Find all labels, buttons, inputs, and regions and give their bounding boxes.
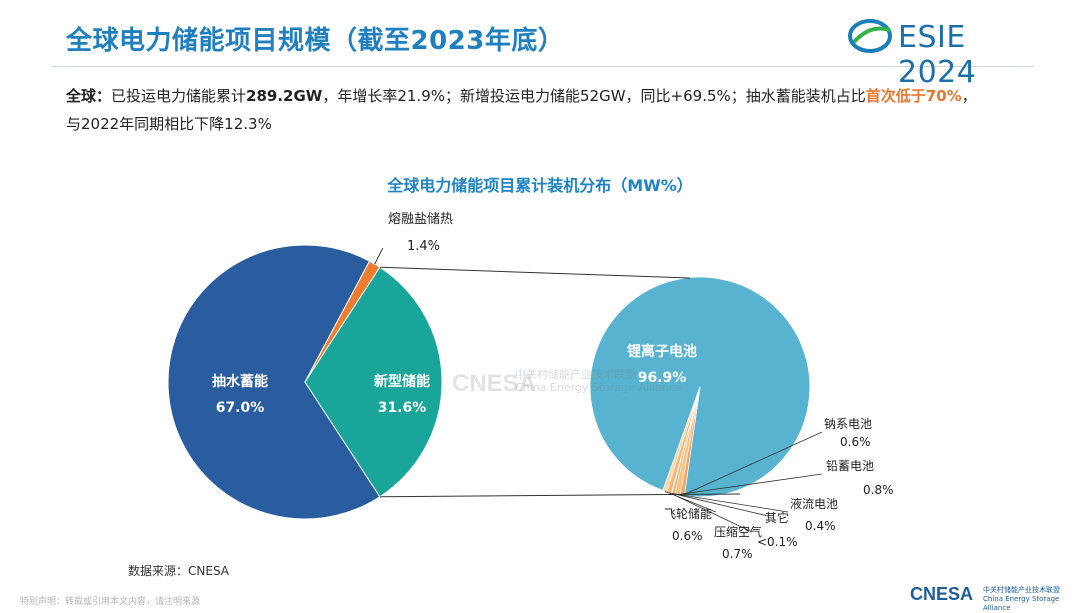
slice-new-storage (304, 266, 443, 498)
label-compressed-air: 压缩空气 (714, 524, 762, 539)
summary-part-2: ，年增长率21.9%；新增投运电力储能52GW，同比+69.5%；抽水蓄能装机占… (322, 87, 866, 105)
value-new-storage: 31.6% (378, 400, 427, 416)
summary-lead: 全球： (66, 87, 112, 105)
leader-sodium (682, 431, 823, 496)
summary-highlight: 首次低于70% (865, 87, 962, 105)
leader-compressed-air (668, 492, 753, 533)
summary-text: 全球：已投运电力储能累计289.2GW，年增长率21.9%；新增投运电力储能52… (66, 82, 986, 138)
value-other: <0.1% (757, 535, 798, 549)
label-pumped-hydro: 抽水蓄能 (212, 373, 268, 390)
title-divider (52, 66, 1034, 67)
watermark-logo: CNESA (452, 370, 537, 397)
label-sodium: 钠系电池 (824, 416, 872, 431)
esie-logo-icon (848, 19, 892, 53)
page-title: 全球电力储能项目规模（截至2023年底） (66, 26, 565, 56)
watermark-cn: 中关村储能产业技术联盟 (515, 368, 636, 381)
connector-bottom (379, 493, 741, 498)
value-sodium: 0.6% (840, 435, 871, 449)
leader-lead-acid (677, 473, 823, 496)
footer-logo: CNESA (910, 584, 974, 604)
disclaimer: 特别声明：转载或引用本文内容，请注明来源 (20, 597, 201, 607)
chart-title: 全球电力储能项目累计装机分布（MW%） (387, 176, 693, 195)
label-new-storage: 新型储能 (374, 373, 430, 390)
label-molten-salt: 熔融盐储热 (388, 212, 453, 227)
watermark-text: 中关村储能产业技术联盟 China Energy Storage Allianc… (515, 368, 682, 394)
label-flywheel: 飞轮储能 (664, 506, 712, 521)
label-lithium-ion: 锂离子电池 (627, 343, 697, 360)
summary-total: 289.2GW (246, 87, 323, 105)
leader-flow-battery (673, 493, 789, 513)
summary-part-3: ，与2022年同期相比下降12.3% (66, 87, 977, 133)
label-flow-battery: 液流电池 (790, 496, 838, 511)
esie-logo: ESIE 2024 (848, 14, 1038, 90)
data-source: 数据来源：CNESA (128, 564, 229, 578)
leader-molten-salt (374, 247, 384, 265)
value-flow-battery: 0.4% (805, 519, 836, 533)
footer-cn: 中关村储能产业技术联盟 (983, 586, 1060, 594)
value-compressed-air: 0.7% (722, 547, 753, 561)
leader-other (671, 492, 769, 517)
label-other: 其它 (765, 510, 789, 525)
summary-part-1: 已投运电力储能累计 (111, 87, 247, 105)
value-flywheel: 0.6% (672, 529, 703, 543)
connector-top (379, 266, 691, 279)
value-molten-salt: 1.4% (407, 239, 440, 254)
value-pumped-hydro: 67.0% (216, 400, 265, 416)
value-lead-acid: 0.8% (863, 483, 894, 497)
esie-logo-text: ESIE 2024 (898, 20, 977, 90)
slice-pumped-hydro (167, 244, 381, 520)
label-lead-acid: 铅蓄电池 (826, 459, 874, 473)
watermark-en: China Energy Storage Alliance (515, 381, 682, 394)
footer-text: 中关村储能产业技术联盟 China Energy Storage Allianc… (983, 586, 1080, 613)
footer-en: China Energy Storage Alliance (983, 595, 1060, 612)
value-lithium-ion: 96.9% (638, 370, 687, 386)
